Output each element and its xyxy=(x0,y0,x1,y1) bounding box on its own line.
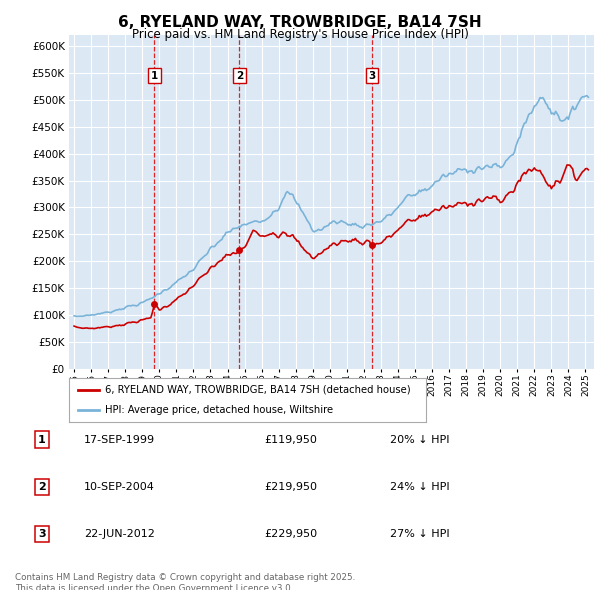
Text: 6, RYELAND WAY, TROWBRIDGE, BA14 7SH: 6, RYELAND WAY, TROWBRIDGE, BA14 7SH xyxy=(118,15,482,30)
Text: 1: 1 xyxy=(38,435,46,444)
Text: 3: 3 xyxy=(368,71,376,81)
Text: Price paid vs. HM Land Registry's House Price Index (HPI): Price paid vs. HM Land Registry's House … xyxy=(131,28,469,41)
Text: Contains HM Land Registry data © Crown copyright and database right 2025.
This d: Contains HM Land Registry data © Crown c… xyxy=(15,573,355,590)
Text: 6, RYELAND WAY, TROWBRIDGE, BA14 7SH (detached house): 6, RYELAND WAY, TROWBRIDGE, BA14 7SH (de… xyxy=(105,385,410,395)
Text: 2: 2 xyxy=(236,71,243,81)
Text: HPI: Average price, detached house, Wiltshire: HPI: Average price, detached house, Wilt… xyxy=(105,405,333,415)
Text: 22-JUN-2012: 22-JUN-2012 xyxy=(84,529,155,539)
Text: 17-SEP-1999: 17-SEP-1999 xyxy=(84,435,155,444)
Text: £119,950: £119,950 xyxy=(264,435,317,444)
Text: 1: 1 xyxy=(151,71,158,81)
Text: £229,950: £229,950 xyxy=(264,529,317,539)
Text: 24% ↓ HPI: 24% ↓ HPI xyxy=(390,482,449,491)
Text: £219,950: £219,950 xyxy=(264,482,317,491)
Text: 3: 3 xyxy=(38,529,46,539)
Text: 2: 2 xyxy=(38,482,46,491)
Text: 10-SEP-2004: 10-SEP-2004 xyxy=(84,482,155,491)
Text: 20% ↓ HPI: 20% ↓ HPI xyxy=(390,435,449,444)
Text: 27% ↓ HPI: 27% ↓ HPI xyxy=(390,529,449,539)
